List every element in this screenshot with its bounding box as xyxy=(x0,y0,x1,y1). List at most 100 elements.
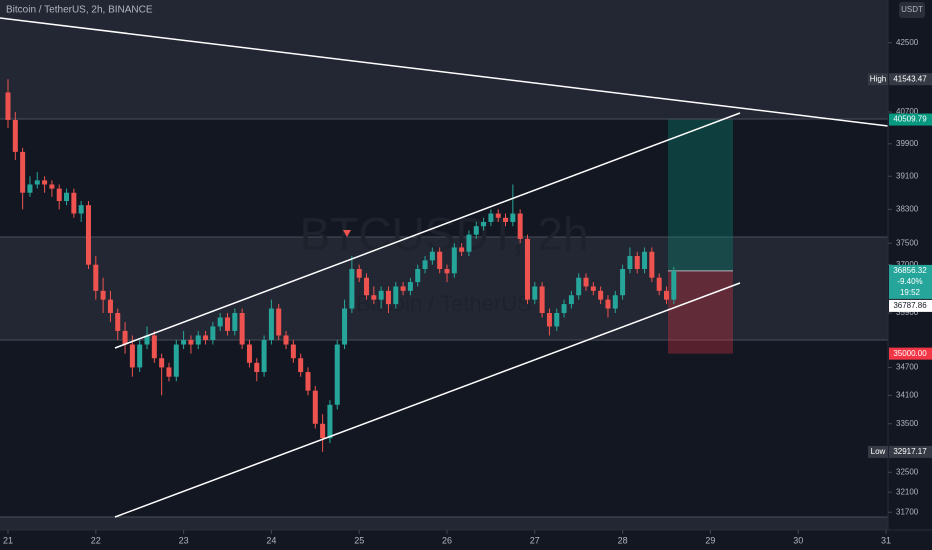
candle-body xyxy=(78,205,84,214)
x-tick-label: 27 xyxy=(530,535,540,545)
price-label-tag xyxy=(868,445,888,458)
candle-body xyxy=(495,213,501,218)
candle-body xyxy=(298,358,304,373)
y-tick-label: 37000 xyxy=(896,260,919,269)
y-tick-label: 38300 xyxy=(896,204,919,213)
candle-body xyxy=(634,256,640,269)
candle-body xyxy=(444,268,450,274)
candle-body xyxy=(188,339,194,345)
candle-body xyxy=(642,251,648,269)
candle-body xyxy=(276,308,282,336)
candle-body xyxy=(671,270,677,300)
y-tick-label: 31700 xyxy=(896,507,919,516)
price-label-value: 41543.47 xyxy=(893,74,927,83)
candle-body xyxy=(378,290,384,300)
candle-body xyxy=(583,277,589,287)
bar-countdown: 19:52 xyxy=(900,288,921,297)
candle-body xyxy=(488,213,494,222)
x-tick-label: 25 xyxy=(354,535,364,545)
candle-body xyxy=(49,184,55,189)
candle-body xyxy=(217,317,223,327)
x-tick-label: 28 xyxy=(618,535,628,545)
candle-body xyxy=(473,226,479,235)
candle-body xyxy=(71,192,77,214)
candles xyxy=(5,79,677,452)
candle-body xyxy=(195,335,201,345)
candle-body xyxy=(393,286,399,305)
y-tick-label: 37500 xyxy=(896,238,919,247)
price-label-box xyxy=(889,299,932,312)
candle-body xyxy=(561,304,567,313)
candle-body xyxy=(20,151,26,193)
candle-body xyxy=(451,247,457,274)
candle-body xyxy=(539,286,545,313)
y-tick-label: 32100 xyxy=(896,487,919,496)
candle-body xyxy=(524,238,530,300)
candle-body xyxy=(664,290,669,300)
candle-body xyxy=(64,192,70,202)
candle-body xyxy=(605,299,611,309)
candle-body xyxy=(115,312,121,331)
y-tick-label: 40700 xyxy=(896,107,919,116)
zone xyxy=(0,517,888,530)
candle-body xyxy=(429,251,435,261)
candle-body xyxy=(517,213,523,239)
x-tick-label: 31 xyxy=(881,535,891,545)
price-label-value: 40509.79 xyxy=(893,115,927,124)
price-label-value: 32917.17 xyxy=(893,447,927,456)
chart-title: Bitcoin / TetherUS, 2h, BINANCE xyxy=(6,5,153,16)
candle-body xyxy=(210,326,216,340)
price-label-name: High xyxy=(870,74,886,83)
candle-body xyxy=(107,299,113,313)
y-tick-label: 39100 xyxy=(896,171,919,180)
y-tick-label: 33500 xyxy=(896,419,919,428)
candle-body xyxy=(100,290,106,300)
y-tick-label: 34100 xyxy=(896,390,919,399)
zone xyxy=(0,237,888,340)
position-tool xyxy=(668,119,733,354)
channel-upper xyxy=(114,112,741,349)
candle-body xyxy=(349,268,355,309)
candle-body xyxy=(532,286,538,300)
candle-body xyxy=(334,344,340,405)
candle-body xyxy=(422,260,428,269)
signal-marker xyxy=(343,230,351,237)
candle-body xyxy=(342,308,348,345)
channel-lower xyxy=(114,282,741,518)
y-tick-label: 35900 xyxy=(896,308,919,317)
candle-body xyxy=(554,312,560,327)
candle-body xyxy=(568,295,574,305)
x-tick-label: 23 xyxy=(179,535,189,545)
candle-body xyxy=(510,213,516,222)
price-label-value: 35000.00 xyxy=(893,349,927,358)
candle-body xyxy=(159,358,165,368)
candle-body xyxy=(620,268,626,296)
watermark: BTCUSDT, 2h xyxy=(300,208,589,260)
candle-body xyxy=(356,268,362,278)
candle-body xyxy=(481,221,487,227)
candle-body xyxy=(173,344,179,377)
candle-body xyxy=(232,312,238,331)
x-tick-label: 26 xyxy=(442,535,452,545)
candle-body xyxy=(407,282,413,291)
price-label-value: 36787.86 xyxy=(893,301,927,310)
x-tick-label: 29 xyxy=(705,535,715,545)
price-label-value: 36856.32 xyxy=(893,266,927,275)
price-label-box xyxy=(889,347,932,360)
candle-body xyxy=(122,330,128,345)
candle-body xyxy=(656,277,662,291)
y-tick-label: 32500 xyxy=(896,467,919,476)
candle-body xyxy=(261,339,267,373)
candle-body xyxy=(27,184,33,193)
candle-body xyxy=(181,339,187,345)
watermark-subtitle: Bitcoin / TetherUS xyxy=(356,291,532,316)
candle-body xyxy=(598,290,604,300)
candle-body xyxy=(268,308,274,340)
candle-body xyxy=(129,344,135,368)
candle-body xyxy=(590,286,596,291)
price-label-box xyxy=(889,264,932,299)
candle-body xyxy=(85,205,91,265)
candle-body xyxy=(415,268,421,283)
